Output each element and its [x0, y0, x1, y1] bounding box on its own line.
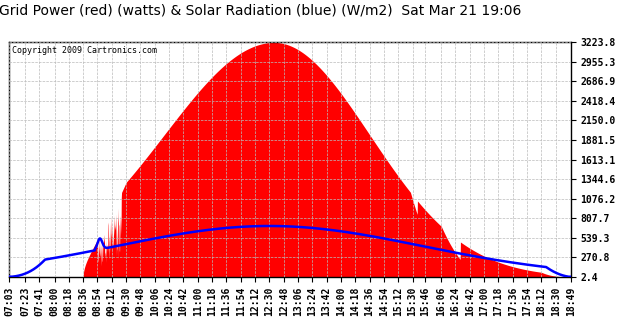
Text: Grid Power (red) (watts) & Solar Radiation (blue) (W/m2)  Sat Mar 21 19:06: Grid Power (red) (watts) & Solar Radiati…	[0, 3, 521, 17]
Text: Copyright 2009 Cartronics.com: Copyright 2009 Cartronics.com	[12, 46, 157, 55]
